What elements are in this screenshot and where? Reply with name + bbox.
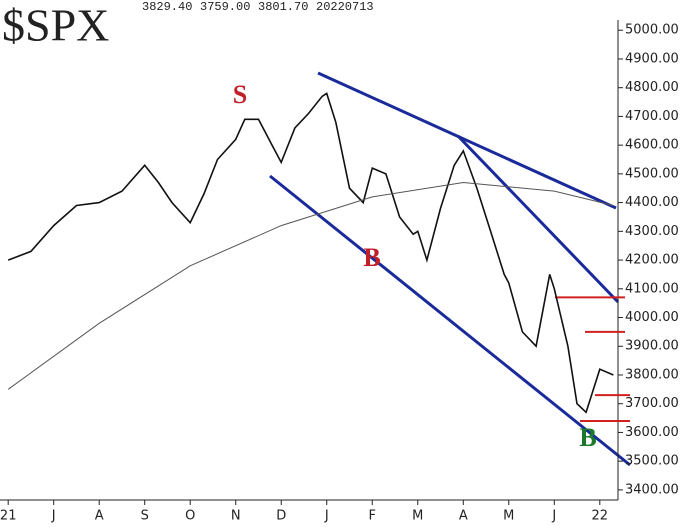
y-tick-label: 3700.00 — [625, 396, 679, 411]
x-tick-label: M — [503, 509, 514, 524]
header-field: 3759.00 — [200, 0, 250, 14]
y-tick-label: 4000.00 — [625, 310, 679, 325]
x-tick-label: J — [51, 509, 56, 524]
x-tick-label: 21 — [0, 509, 16, 524]
annotation: B — [363, 243, 380, 272]
x-tick-label: O — [185, 509, 195, 524]
trendline — [269, 174, 631, 467]
y-tick-label: 4600.00 — [625, 138, 679, 153]
trendline — [456, 134, 620, 304]
y-tick-label: 4400.00 — [625, 195, 679, 210]
y-tick-label: 3800.00 — [625, 367, 679, 382]
annotation: S — [233, 80, 247, 109]
y-tick-label: 3600.00 — [625, 425, 679, 440]
header-field: 20220713 — [316, 0, 374, 14]
x-tick-label: S — [141, 509, 149, 524]
symbol: $SPX — [2, 0, 109, 51]
trendline — [317, 71, 617, 210]
y-tick-label: 4200.00 — [625, 253, 679, 268]
x-tick-label: A — [95, 509, 104, 524]
y-tick-label: 3900.00 — [625, 339, 679, 354]
x-tick-label: A — [459, 509, 468, 524]
header-field: 3829.40 — [142, 0, 192, 14]
y-tick-label: 4500.00 — [625, 166, 679, 181]
x-tick-label: D — [276, 509, 286, 524]
y-tick-label: 4800.00 — [625, 80, 679, 95]
x-tick-label: 22 — [592, 509, 609, 524]
y-tick-label: 4100.00 — [625, 281, 679, 296]
annotation: B — [579, 423, 596, 452]
header-field: 3801.70 — [258, 0, 308, 14]
y-tick-label: 4900.00 — [625, 51, 679, 66]
x-tick-label: J — [324, 509, 329, 524]
x-tick-label: J — [551, 509, 556, 524]
trendlines — [269, 71, 631, 467]
y-tick-label: 4700.00 — [625, 109, 679, 124]
price-line — [7, 92, 614, 414]
y-tick-label: 3400.00 — [625, 482, 679, 497]
y-tick-label: 4300.00 — [625, 224, 679, 239]
x-tick-label: M — [412, 509, 423, 524]
y-tick-label: 3500.00 — [625, 454, 679, 469]
price-line — [7, 181, 614, 390]
y-tick-label: 5000.00 — [625, 23, 679, 38]
x-tick-label: F — [369, 509, 376, 524]
x-tick-label: N — [231, 509, 241, 524]
